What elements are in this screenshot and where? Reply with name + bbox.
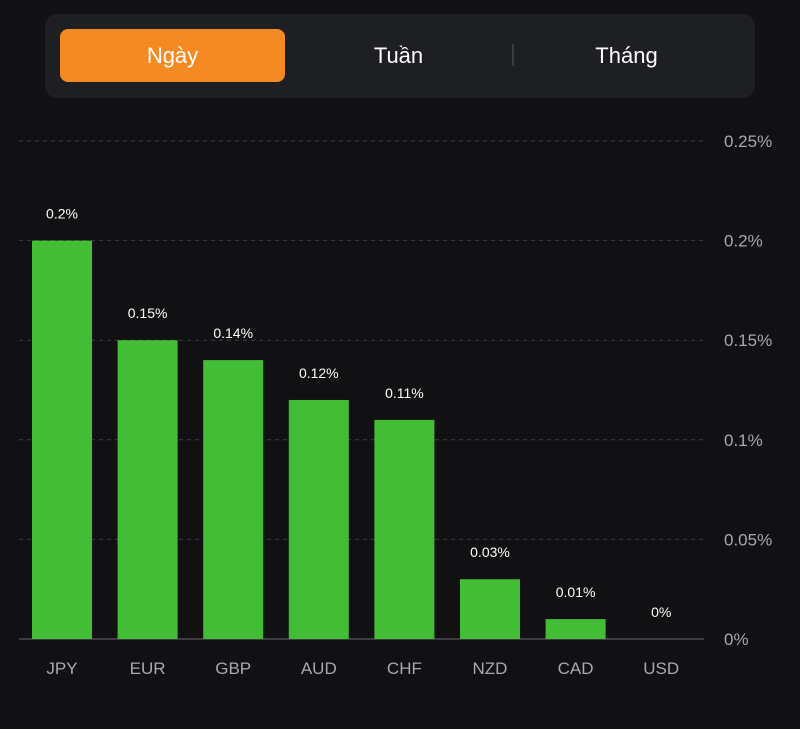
data-label: 0% bbox=[651, 604, 671, 620]
y-tick-label: 0.05% bbox=[724, 530, 772, 549]
data-label: 0.2% bbox=[46, 206, 78, 222]
y-tick-label: 0.15% bbox=[724, 331, 772, 350]
bar-aud bbox=[288, 399, 349, 639]
data-label: 0.03% bbox=[470, 544, 510, 560]
data-label: 0.14% bbox=[213, 325, 253, 341]
bar-cad bbox=[545, 619, 606, 639]
data-label: 0.15% bbox=[128, 305, 168, 321]
x-tick-label: EUR bbox=[130, 659, 166, 678]
data-label: 0.01% bbox=[556, 584, 596, 600]
period-segmented-control: Ngày Tuần Tháng bbox=[45, 14, 755, 98]
y-tick-label: 0.2% bbox=[724, 232, 763, 251]
x-tick-label: GBP bbox=[215, 659, 251, 678]
data-label: 0.11% bbox=[385, 385, 424, 401]
y-tick-label: 0.1% bbox=[724, 431, 763, 450]
tab-day[interactable]: Ngày bbox=[60, 29, 285, 82]
tab-month[interactable]: Tháng bbox=[595, 42, 658, 68]
x-tick-label: JPY bbox=[46, 659, 77, 678]
data-label: 0.12% bbox=[299, 365, 339, 381]
x-tick-label: NZD bbox=[473, 659, 508, 678]
bar-nzd bbox=[460, 579, 520, 639]
bar-gbp bbox=[203, 360, 264, 639]
x-tick-label: USD bbox=[643, 659, 679, 678]
bar-eur bbox=[117, 340, 178, 639]
y-tick-label: 0.25% bbox=[724, 132, 772, 151]
bar-chf bbox=[374, 419, 435, 639]
tab-divider bbox=[512, 44, 514, 66]
x-tick-label: CAD bbox=[558, 659, 594, 678]
x-tick-label: CHF bbox=[387, 659, 422, 678]
y-tick-label: 0% bbox=[724, 630, 749, 649]
x-tick-label: AUD bbox=[301, 659, 337, 678]
tab-week[interactable]: Tuần bbox=[373, 42, 424, 68]
bar-jpy bbox=[32, 240, 92, 639]
